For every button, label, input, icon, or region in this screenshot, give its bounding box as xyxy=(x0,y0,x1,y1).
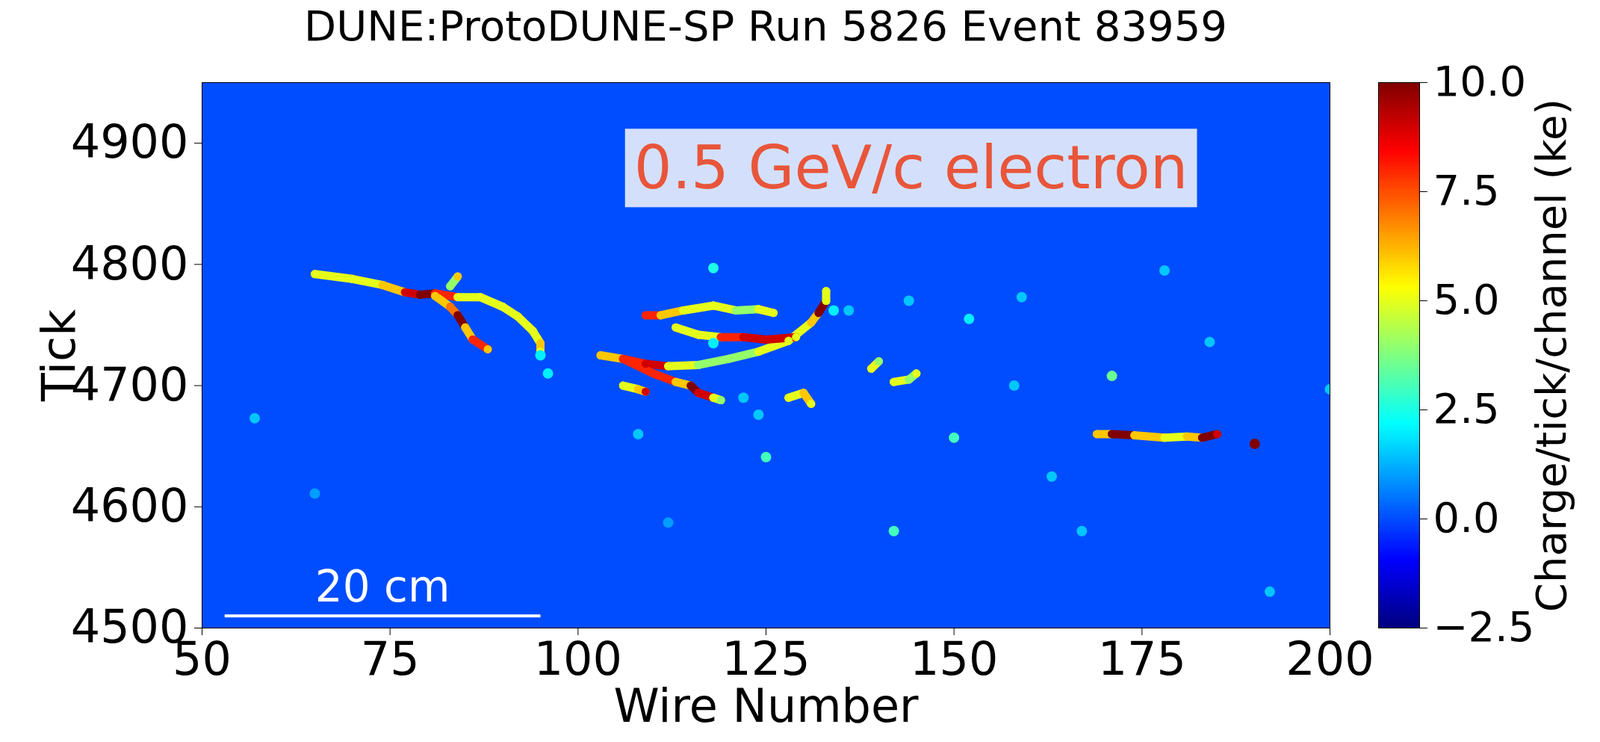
svg-text:4600: 4600 xyxy=(70,478,189,533)
svg-text:4500: 4500 xyxy=(70,599,189,654)
svg-text:Charge/tick/channel (ke): Charge/tick/channel (ke) xyxy=(1526,98,1576,612)
svg-text:200: 200 xyxy=(1285,631,1374,686)
svg-text:0.5 GeV/c electron: 0.5 GeV/c electron xyxy=(634,132,1189,203)
svg-text:5.0: 5.0 xyxy=(1433,274,1500,324)
svg-text:7.5: 7.5 xyxy=(1433,165,1500,215)
svg-text:75: 75 xyxy=(360,631,420,686)
svg-text:4800: 4800 xyxy=(70,236,189,291)
svg-text:0.0: 0.0 xyxy=(1433,492,1500,542)
svg-text:Tick: Tick xyxy=(31,309,86,402)
svg-text:Wire Number: Wire Number xyxy=(613,678,919,733)
html-text:DUNE:ProtoDUNE-SP Run 5826 Eve: DUNE:ProtoDUNE-SP Run 5826 Event 83959 xyxy=(304,1,1228,51)
svg-text:4700: 4700 xyxy=(70,357,189,412)
svg-text:175: 175 xyxy=(1098,631,1187,686)
svg-text:150: 150 xyxy=(909,631,998,686)
svg-text:10.0: 10.0 xyxy=(1433,56,1527,106)
svg-text:50: 50 xyxy=(172,631,232,686)
svg-text:−2.5: −2.5 xyxy=(1433,602,1536,651)
svg-text:125: 125 xyxy=(721,630,811,686)
svg-text:4900: 4900 xyxy=(70,114,189,169)
svg-text:100: 100 xyxy=(534,631,623,686)
svg-text:20 cm: 20 cm xyxy=(315,560,451,612)
svg-text:2.5: 2.5 xyxy=(1433,383,1500,433)
